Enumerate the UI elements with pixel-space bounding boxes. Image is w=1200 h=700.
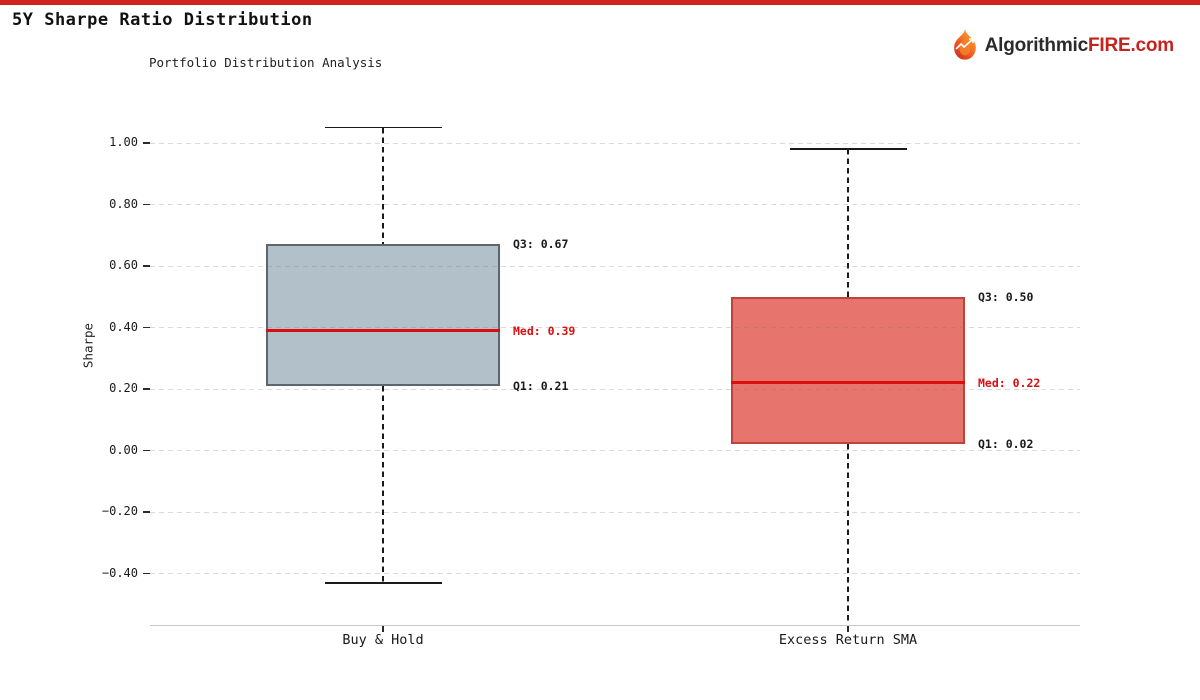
logo-text: AlgorithmicFIRE.com <box>984 35 1175 57</box>
logo-text-prefix: Algorithmic <box>984 35 1089 56</box>
y-tick-label: 0.60 <box>109 258 138 272</box>
gridline <box>150 388 1080 390</box>
gridline <box>150 204 1080 205</box>
q1-annotation: Q1: 0.02 <box>978 437 1034 452</box>
upper-whisker-cap <box>324 126 442 129</box>
gridline <box>150 511 1080 513</box>
lower-whisker-cap <box>324 581 442 584</box>
gridline <box>150 327 1080 328</box>
gridline <box>150 142 1080 144</box>
y-tick-mark <box>143 388 150 390</box>
box-2 <box>731 296 965 445</box>
q3-annotation: Q3: 0.67 <box>513 237 569 252</box>
brand-logo: AlgorithmicFIRE.com <box>950 28 1174 64</box>
y-tick-label: 0.20 <box>109 381 138 395</box>
upper-whisker-line <box>847 149 849 297</box>
y-tick-mark <box>143 449 150 452</box>
x-tick-mark <box>382 626 384 632</box>
lower-whisker-line <box>382 385 384 583</box>
y-tick-mark <box>143 326 150 329</box>
median-line <box>266 329 500 333</box>
upper-whisker-cap <box>789 148 907 150</box>
upper-whisker-line <box>382 127 384 245</box>
x-axis-line <box>150 625 1080 626</box>
box-1 <box>266 244 500 386</box>
top-accent-bar <box>0 0 1200 5</box>
logo-text-suffix: FIRE.com <box>1087 35 1174 56</box>
q1-annotation: Q1: 0.21 <box>513 378 569 393</box>
y-tick-label: 0.80 <box>109 196 138 211</box>
y-tick-label: 0.00 <box>109 442 138 457</box>
x-category-label: Buy & Hold <box>342 632 424 648</box>
x-category-label: Excess Return SMA <box>778 632 918 648</box>
gridline <box>150 265 1080 267</box>
chart-title: 5Y Sharpe Ratio Distribution <box>12 10 313 30</box>
gridline <box>150 450 1080 451</box>
flame-icon <box>950 28 980 64</box>
y-tick-label: 0.40 <box>109 319 138 334</box>
q3-annotation: Q3: 0.50 <box>978 289 1034 304</box>
median-line <box>731 381 965 385</box>
chart-subtitle: Portfolio Distribution Analysis <box>149 55 383 70</box>
y-tick-label: −0.20 <box>101 504 138 518</box>
x-tick-mark <box>847 626 849 632</box>
y-tick-mark <box>143 511 150 513</box>
y-tick-mark <box>143 265 150 267</box>
y-tick-mark <box>143 142 150 144</box>
gridline <box>150 573 1080 574</box>
median-annotation: Med: 0.39 <box>513 323 576 338</box>
median-annotation: Med: 0.22 <box>978 375 1041 390</box>
y-tick-mark <box>143 572 150 575</box>
y-tick-label: 1.00 <box>109 135 138 149</box>
y-tick-mark <box>143 203 150 206</box>
y-tick-label: −0.40 <box>101 565 138 580</box>
y-axis-title: Sharpe <box>80 322 96 369</box>
lower-whisker-line <box>847 444 849 623</box>
